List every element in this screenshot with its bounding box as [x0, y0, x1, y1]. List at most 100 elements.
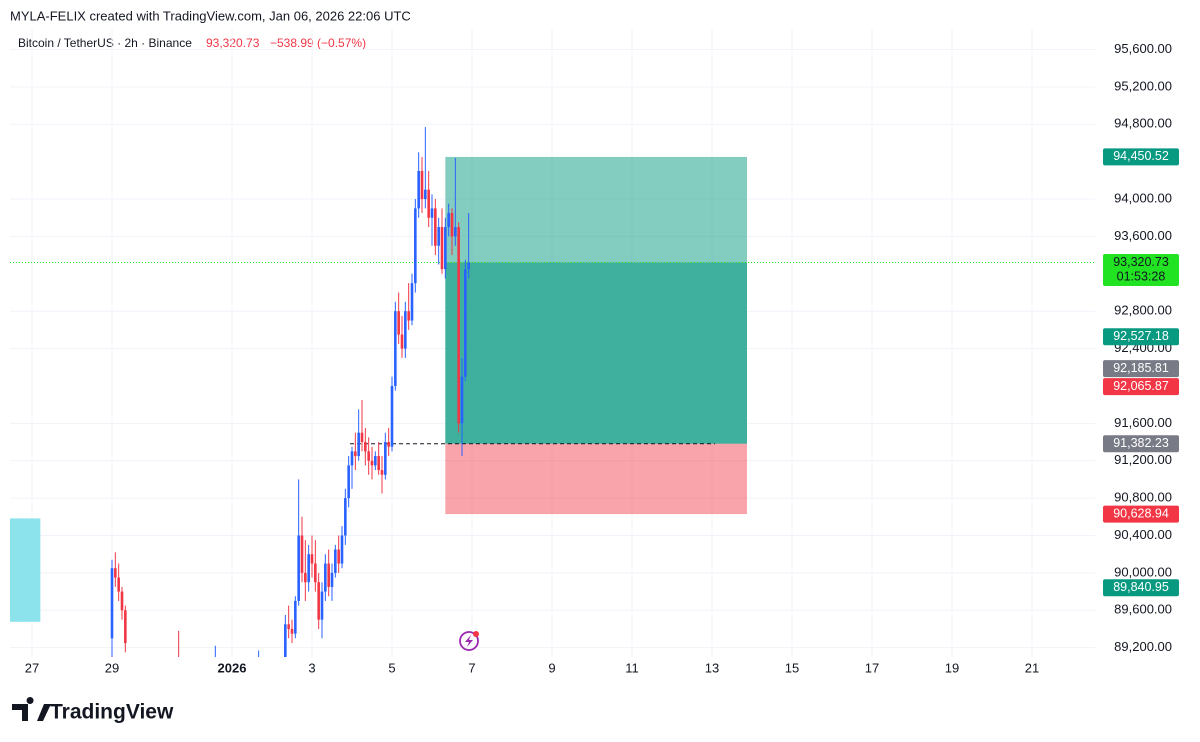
y-tick-label: 90,000.00 — [1114, 564, 1172, 579]
price-label-text: 94,450.52 — [1113, 149, 1169, 163]
price-label-text: 92,185.81 — [1113, 361, 1169, 375]
y-tick-label: 94,000.00 — [1114, 190, 1172, 205]
candle-body — [440, 227, 444, 270]
highlight-box — [10, 518, 41, 622]
price-label-text: 93,320.73 — [1113, 255, 1169, 269]
candle-body — [387, 442, 390, 447]
candle-body — [300, 535, 304, 573]
candle-body — [434, 208, 437, 246]
candle-body — [310, 554, 314, 564]
candle-body — [370, 460, 374, 466]
x-tick-label: 2026 — [218, 660, 247, 675]
candle-body — [307, 554, 310, 583]
axes: 27 29 2026 3 5 7 9 11 13 15 17 19 21 89,200.00 89,600.… — [25, 41, 1179, 675]
candle-body — [284, 624, 287, 657]
candle-body — [450, 213, 454, 237]
alert-icon — [459, 631, 479, 651]
candle-body — [417, 170, 420, 209]
candle-body — [384, 442, 387, 475]
candle-body — [120, 591, 124, 611]
candle-body — [320, 591, 324, 620]
candle-body — [214, 671, 217, 685]
candle-body — [374, 456, 377, 466]
candle-body — [334, 549, 337, 573]
y-tick-label: 95,200.00 — [1114, 78, 1172, 93]
price-label — [1103, 579, 1179, 597]
candle-body — [464, 269, 467, 377]
price-label — [1103, 328, 1179, 346]
candle-body — [330, 572, 334, 587]
x-tick-label: 27 — [25, 660, 39, 675]
candle-body — [424, 189, 427, 200]
candle-body — [340, 535, 344, 564]
candle-body — [324, 563, 327, 592]
candle-body — [427, 189, 430, 218]
candle-body — [114, 568, 117, 578]
candle-body — [327, 563, 330, 587]
y-tick-label: 91,200.00 — [1114, 452, 1172, 467]
price-label — [1103, 435, 1179, 453]
candle-body — [454, 227, 457, 237]
candle-body — [407, 311, 410, 321]
y-tick-label: 91,600.00 — [1114, 415, 1172, 430]
x-tick-label: 9 — [548, 660, 555, 675]
x-tick-label: 19 — [945, 660, 959, 675]
candle-body — [124, 610, 127, 643]
candle-body — [177, 676, 180, 685]
x-tick-label: 3 — [308, 660, 315, 675]
profit-zone — [445, 262, 747, 444]
price-label — [1103, 148, 1179, 166]
price-change: −538.99 (−0.57%) — [270, 36, 366, 50]
x-tick-label: 7 — [468, 660, 475, 675]
candle-body — [410, 283, 414, 321]
y-tick-label: 89,200.00 — [1114, 639, 1172, 654]
y-tick-label: 93,600.00 — [1114, 228, 1172, 243]
brand: TradingView — [50, 701, 174, 724]
y-tick-label: 92,800.00 — [1114, 303, 1172, 318]
price-label — [1103, 378, 1179, 396]
candle-body — [350, 451, 354, 466]
candle-body — [397, 311, 400, 335]
y-tick-label: 90,800.00 — [1114, 490, 1172, 505]
candle-body — [430, 208, 434, 218]
x-tick-label: 5 — [388, 660, 395, 675]
price-label — [1103, 360, 1179, 378]
candle-body — [117, 577, 120, 592]
candle-body — [394, 311, 397, 386]
x-tick-label: 11 — [625, 660, 639, 675]
countdown: 01:53:28 — [1117, 269, 1166, 283]
price-label-text: 92,065.87 — [1113, 379, 1169, 393]
candle-body — [337, 549, 340, 564]
candle-body — [444, 227, 447, 270]
candle-body — [460, 376, 464, 424]
x-tick-label: 15 — [785, 660, 799, 675]
candle-body — [364, 442, 367, 452]
candle-body — [294, 600, 297, 634]
candle-body — [367, 451, 370, 461]
candle-body — [290, 628, 294, 634]
candle-body — [400, 334, 404, 349]
grid — [10, 28, 1095, 657]
candle-body — [314, 563, 317, 583]
candle-body — [354, 451, 357, 457]
candle-body — [257, 676, 260, 681]
candle-body — [297, 535, 300, 601]
y-tick-label: 89,600.00 — [1114, 602, 1172, 617]
candle-body — [447, 213, 450, 228]
candle-body — [360, 432, 364, 443]
credit: MYLA-FELIX created with TradingView.com,… — [10, 8, 411, 23]
candle-body — [467, 262, 470, 270]
x-tick-label: 17 — [865, 660, 879, 675]
symbol: Bitcoin / TetherUS · 2h · Binance — [18, 36, 192, 50]
candle-body — [377, 456, 380, 471]
x-tick-label: 21 — [1025, 660, 1039, 675]
stop-zone — [445, 443, 747, 515]
candle-body — [437, 227, 440, 246]
price-label-text: 89,840.95 — [1113, 580, 1169, 594]
x-tick-label: 13 — [705, 660, 719, 675]
candle-body — [344, 498, 347, 536]
candle-body — [457, 227, 460, 424]
price-label — [1103, 505, 1179, 523]
plot-area — [10, 127, 1095, 685]
